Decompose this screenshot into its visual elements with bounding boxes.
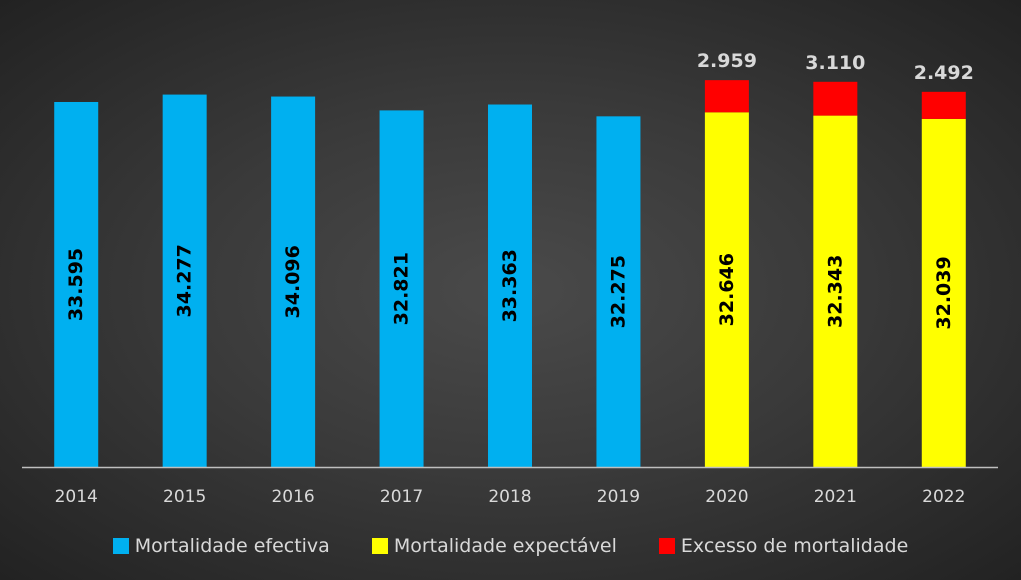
data-label-expectavel-2021: 32.343 bbox=[824, 255, 846, 328]
x-tick-label-2015: 2015 bbox=[163, 487, 206, 507]
legend-item-expectavel: Mortalidade expectável bbox=[371, 535, 617, 557]
bar-excesso-de-mortalidade-2020 bbox=[704, 80, 749, 113]
bar-mortalidade-expectável-2021 bbox=[813, 115, 858, 467]
data-label-excesso-2020: 2.959 bbox=[697, 50, 757, 72]
tick-labels: 2014 2015 2016 2017 2018 2019 2020 2021 2022 bbox=[55, 487, 966, 507]
bar-mortalidade-efectiva-2014 bbox=[54, 101, 99, 467]
bar-mortalidade-expectável-2022 bbox=[921, 118, 966, 467]
data-label-expectavel-2022: 32.039 bbox=[933, 256, 955, 329]
legend-swatch-expectavel bbox=[371, 538, 388, 554]
data-label-excesso-2021: 3.110 bbox=[805, 52, 865, 74]
bar-excesso-de-mortalidade-2021 bbox=[813, 81, 858, 116]
bar-mortalidade-efectiva-2016 bbox=[271, 96, 316, 467]
data-label-efectiva-2018: 33.363 bbox=[499, 249, 521, 322]
data-label-efectiva-2014: 33.595 bbox=[65, 248, 87, 321]
bar-mortalidade-efectiva-2019 bbox=[596, 116, 641, 467]
bar-excesso-de-mortalidade-2022 bbox=[921, 91, 966, 119]
x-tick-label-2022: 2022 bbox=[922, 487, 965, 507]
data-label-expectavel-2020: 32.646 bbox=[716, 253, 738, 326]
bar-mortalidade-efectiva-2017 bbox=[379, 110, 424, 467]
data-label-efectiva-2015: 34.277 bbox=[174, 244, 196, 317]
legend: Mortalidade efectiva Mortalidade expectá… bbox=[0, 530, 1021, 562]
x-tick-label-2020: 2020 bbox=[705, 487, 748, 507]
legend-label-efectiva: Mortalidade efectiva bbox=[134, 535, 330, 557]
data-label-efectiva-2019: 32.275 bbox=[607, 255, 629, 328]
bars-layer: 33.595 34.277 34.096 32.821 33.363 32.275 32.6… bbox=[54, 50, 974, 468]
bar-chart: 33.595 34.277 34.096 32.821 33.363 32.275 32.6… bbox=[22, 50, 998, 507]
bar-mortalidade-efectiva-2015 bbox=[162, 94, 207, 468]
x-tick-label-2021: 2021 bbox=[814, 487, 857, 507]
data-label-excesso-2022: 2.492 bbox=[914, 62, 974, 84]
legend-label-expectavel: Mortalidade expectável bbox=[393, 535, 617, 557]
legend-item-excesso: Excesso de mortalidade bbox=[658, 535, 909, 557]
data-label-efectiva-2017: 32.821 bbox=[391, 252, 413, 325]
legend-swatch-efectiva bbox=[112, 538, 129, 554]
legend-item-efectiva: Mortalidade efectiva bbox=[112, 535, 330, 557]
x-tick-label-2018: 2018 bbox=[488, 487, 531, 507]
x-tick-label-2014: 2014 bbox=[55, 487, 98, 507]
x-tick-label-2019: 2019 bbox=[597, 487, 640, 507]
data-label-efectiva-2016: 34.096 bbox=[282, 245, 304, 318]
legend-swatch-excesso bbox=[658, 538, 675, 554]
x-tick-label-2016: 2016 bbox=[271, 487, 314, 507]
bar-mortalidade-efectiva-2018 bbox=[488, 104, 532, 468]
legend-label-excesso: Excesso de mortalidade bbox=[680, 535, 909, 557]
bar-mortalidade-expectável-2020 bbox=[704, 112, 749, 467]
x-tick-label-2017: 2017 bbox=[380, 487, 423, 507]
